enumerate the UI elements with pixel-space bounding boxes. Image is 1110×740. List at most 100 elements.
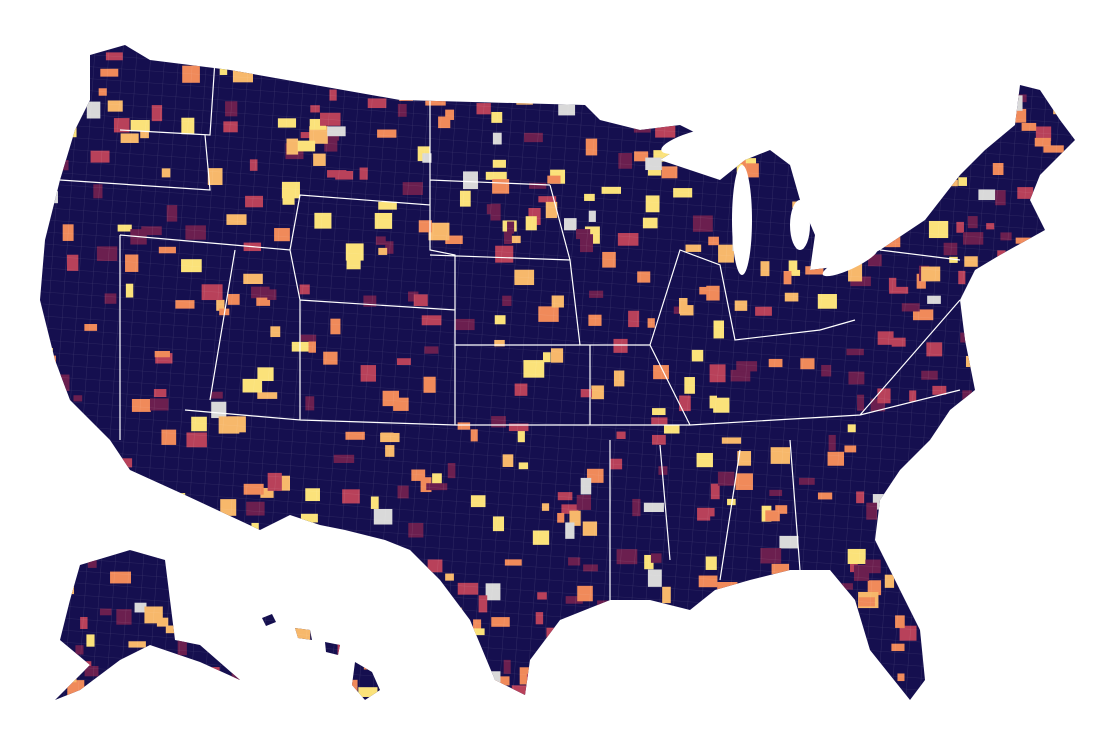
county-patch: [1055, 591, 1070, 602]
county-patch: [903, 97, 914, 116]
state-lines: [59, 59, 961, 600]
county-patch: [1048, 424, 1064, 438]
county-patch: [406, 82, 428, 90]
county-patch: [670, 88, 690, 98]
county-patch: [206, 527, 220, 539]
county-patch: [844, 126, 863, 141]
county-patch: [77, 538, 94, 549]
county-patch: [868, 142, 880, 152]
county-patch: [282, 572, 296, 584]
county-patch: [960, 492, 979, 510]
county-patch: [828, 119, 842, 133]
county-patch: [135, 533, 144, 548]
county-patch: [985, 596, 1005, 611]
county-patch: [1072, 545, 1075, 554]
county-patch: [908, 142, 927, 150]
county-patch: [866, 221, 879, 238]
county-patch: [151, 682, 162, 696]
county-patch: [933, 72, 954, 81]
county-patch: [834, 128, 851, 135]
county-patch: [305, 677, 321, 696]
county-patch: [85, 694, 104, 700]
county-patch: [189, 538, 200, 547]
county-patch: [526, 673, 546, 686]
county-patch: [954, 474, 967, 484]
county-patch: [940, 472, 949, 488]
county-patch: [391, 668, 404, 680]
county-patch: [142, 686, 152, 698]
county-patch: [337, 640, 356, 656]
county-patch: [558, 624, 578, 635]
county-patch: [434, 670, 442, 685]
county-patch: [844, 116, 859, 135]
county-patch: [91, 439, 106, 455]
county-patch: [1032, 667, 1051, 680]
county-patch: [1058, 369, 1071, 377]
county-patch: [453, 662, 471, 679]
county-patch: [56, 671, 77, 683]
county-patch: [1003, 262, 1012, 279]
county-patch: [663, 677, 684, 690]
county-patch: [968, 591, 982, 600]
county-patch: [555, 688, 568, 700]
county-patch: [1071, 175, 1075, 191]
county-patch: [792, 659, 807, 674]
county-patch: [1023, 585, 1039, 596]
county-patch: [1005, 422, 1022, 431]
county-patch: [449, 630, 467, 638]
county-patch: [1034, 246, 1055, 264]
county-patch: [888, 158, 898, 168]
county-patch: [738, 641, 759, 651]
county-patch: [1047, 347, 1068, 359]
lake-superior: [661, 125, 739, 155]
county-patch: [1049, 533, 1066, 544]
county-patch: [988, 103, 1002, 116]
county-patch: [753, 91, 771, 104]
county-patch: [1007, 562, 1028, 573]
county-patch: [338, 583, 356, 602]
lake-huron: [790, 200, 810, 250]
county-patch: [671, 98, 687, 108]
county-patch: [977, 355, 989, 373]
county-patch: [1050, 564, 1069, 581]
county-patch: [815, 86, 827, 100]
county-patch: [929, 138, 945, 146]
county-patch: [183, 594, 202, 606]
county-patch: [348, 633, 359, 651]
county-patch: [733, 633, 745, 647]
county-patch: [957, 530, 973, 547]
county-patch: [764, 670, 781, 682]
county-patch: [664, 50, 680, 68]
county-patch: [824, 663, 839, 680]
county-patch: [52, 673, 62, 688]
county-patch: [857, 132, 873, 144]
county-patch: [913, 204, 929, 212]
county-patch: [672, 74, 693, 88]
county-patch: [78, 691, 88, 700]
county-patch: [985, 265, 996, 278]
county-patch: [799, 585, 808, 594]
lake-michigan: [732, 165, 752, 275]
county-patch: [388, 597, 398, 609]
county-patch: [652, 608, 664, 615]
county-patch: [421, 646, 441, 658]
county-patch: [914, 113, 928, 131]
county-patch: [745, 76, 760, 86]
county-patch: [1004, 54, 1023, 70]
county-patch: [1044, 673, 1060, 691]
county-patch: [1057, 192, 1069, 206]
county-patch: [669, 46, 689, 56]
county-patch: [817, 655, 832, 662]
county-patch: [1064, 106, 1073, 123]
county-patch: [53, 582, 75, 595]
county-patch: [908, 97, 923, 108]
county-patch: [931, 471, 943, 480]
county-patch: [1065, 631, 1075, 640]
county-patch: [187, 588, 198, 595]
county-patch: [781, 667, 798, 675]
county-patch: [1065, 558, 1075, 573]
county-patch: [946, 639, 968, 647]
county-patch: [411, 74, 429, 91]
county-patch: [311, 63, 328, 77]
county-patch: [574, 697, 584, 700]
